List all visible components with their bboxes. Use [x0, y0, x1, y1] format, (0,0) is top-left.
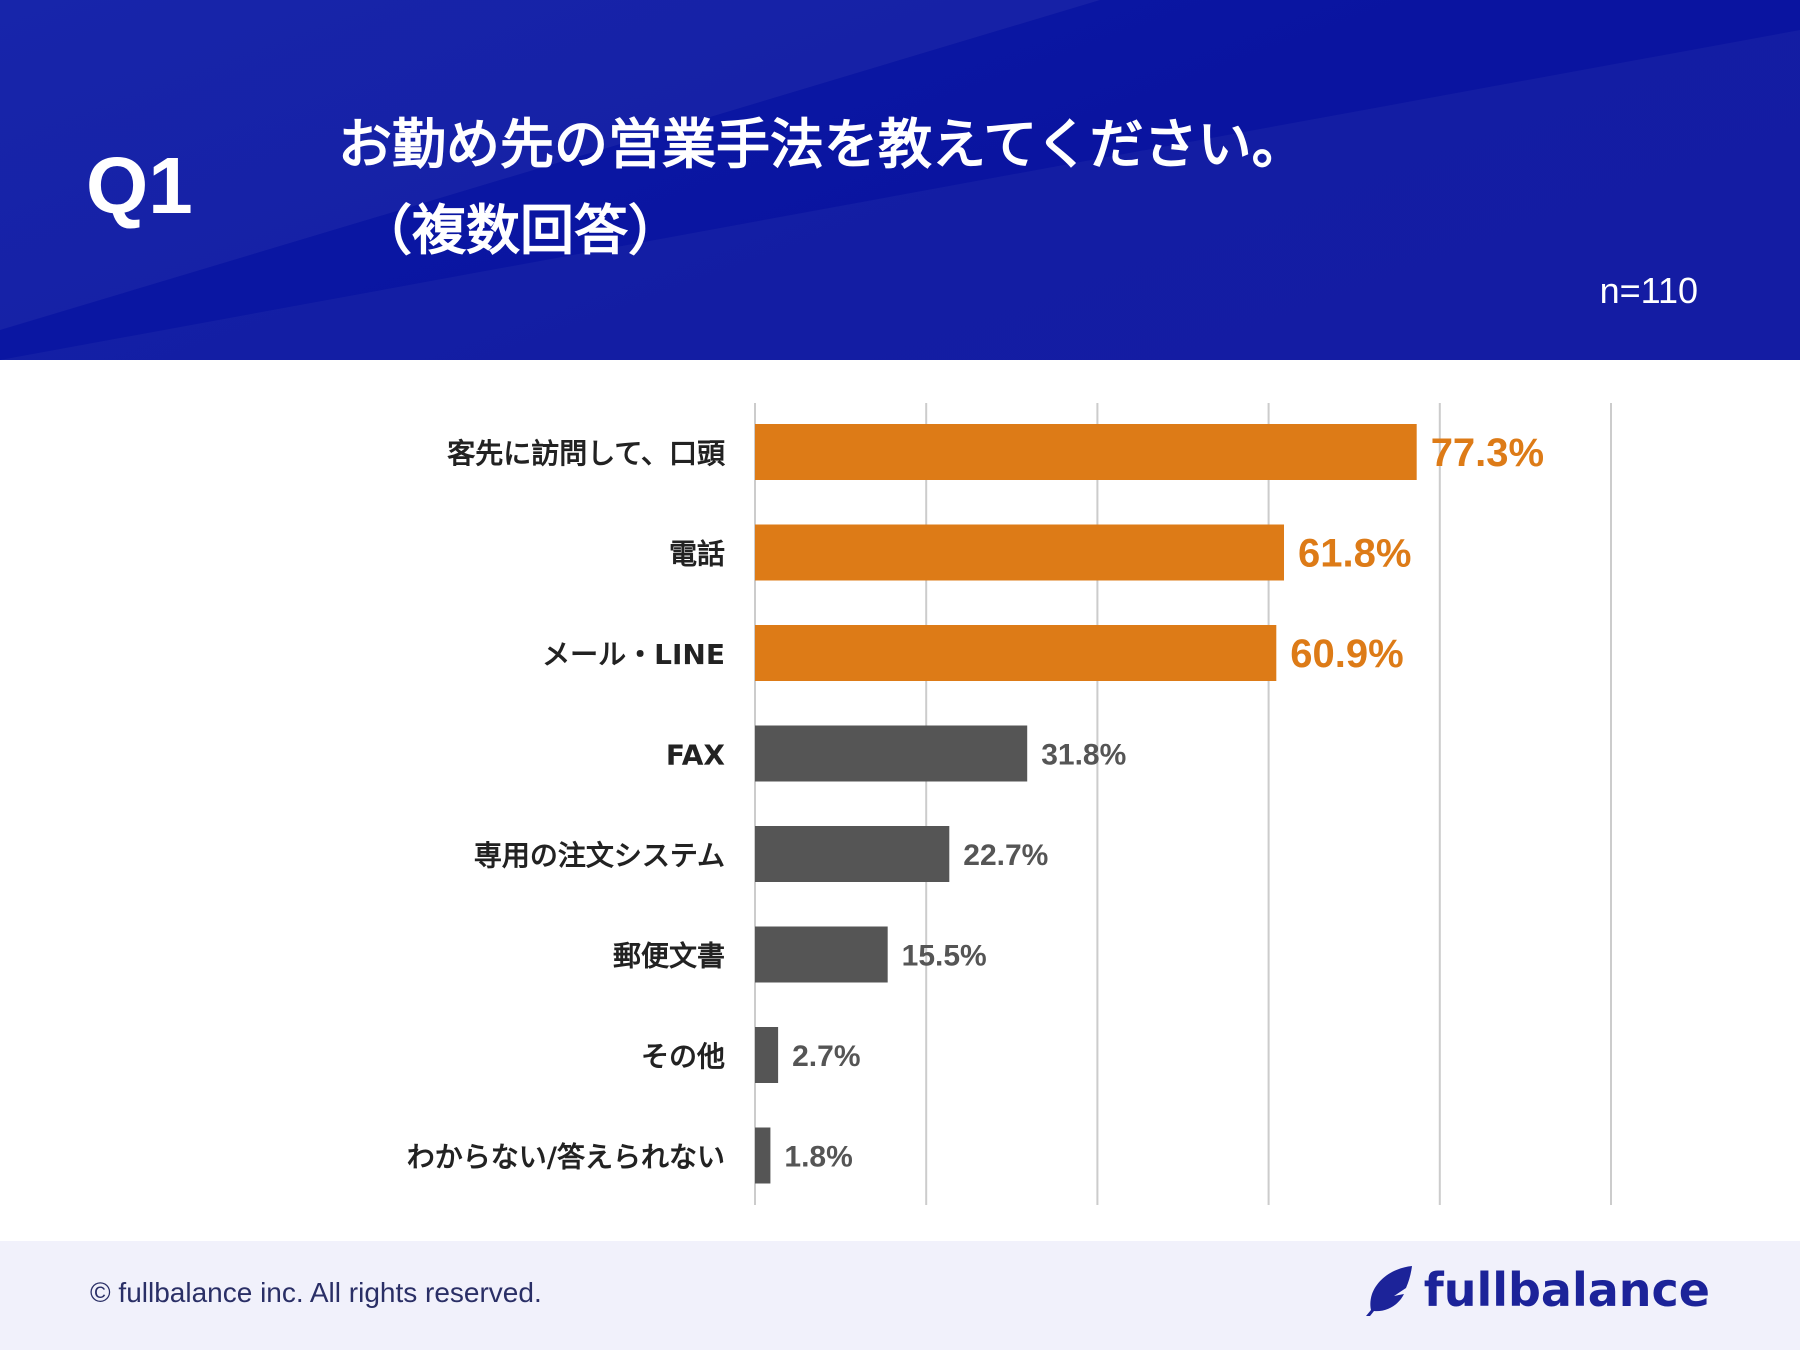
sample-size: n=110 — [1599, 270, 1698, 311]
category-label: 専用の注文システム — [474, 839, 725, 872]
category-label: メール・LINE — [542, 638, 725, 671]
bar — [755, 625, 1277, 681]
question-subtitle: （複数回答） — [358, 199, 682, 262]
value-label: 2.7% — [792, 1040, 860, 1073]
value-label: 60.9% — [1290, 632, 1403, 676]
bar-chart-svg: 客先に訪問して、口頭 77.3% 電話 61.8% メール・LINE 60.9% FAX 31… — [407, 403, 1612, 1205]
header-banner: Q1 お勤め先の営業手法を教えてください。 （複数回答） n=110 — [0, 0, 1800, 360]
question-title: お勤め先の営業手法を教えてください。 — [338, 113, 1306, 176]
category-label: FAX — [666, 739, 726, 772]
bar — [755, 524, 1285, 581]
feather-icon — [1365, 1266, 1412, 1316]
bar — [755, 424, 1417, 480]
category-label: その他 — [641, 1040, 725, 1073]
bar — [755, 1127, 771, 1184]
category-label: 郵便文書 — [613, 940, 725, 973]
brand-name: fullbalance — [1423, 1263, 1710, 1317]
footer: © fullbalance inc. All rights reserved. … — [0, 1241, 1800, 1350]
brand-logo: fullbalance — [1364, 1263, 1710, 1317]
header-decoration — [0, 0, 1800, 360]
value-label: 77.3% — [1431, 431, 1544, 475]
question-number: Q1 — [86, 141, 193, 230]
bar — [755, 725, 1028, 782]
value-label: 22.7% — [963, 839, 1048, 872]
value-label: 31.8% — [1041, 739, 1126, 772]
copyright-text: © fullbalance inc. All rights reserved. — [90, 1277, 542, 1308]
bar-chart: 客先に訪問して、口頭 77.3% 電話 61.8% メール・LINE 60.9% FAX 31… — [0, 360, 1800, 1240]
value-label: 1.8% — [784, 1141, 852, 1174]
value-label: 61.8% — [1298, 532, 1411, 576]
category-label: わからない/答えられない — [407, 1141, 725, 1174]
bar — [755, 1027, 779, 1083]
category-label: 客先に訪問して、口頭 — [447, 437, 726, 470]
bar — [755, 826, 950, 882]
bar — [755, 926, 888, 983]
category-label: 電話 — [669, 538, 725, 571]
value-label: 15.5% — [902, 940, 987, 973]
